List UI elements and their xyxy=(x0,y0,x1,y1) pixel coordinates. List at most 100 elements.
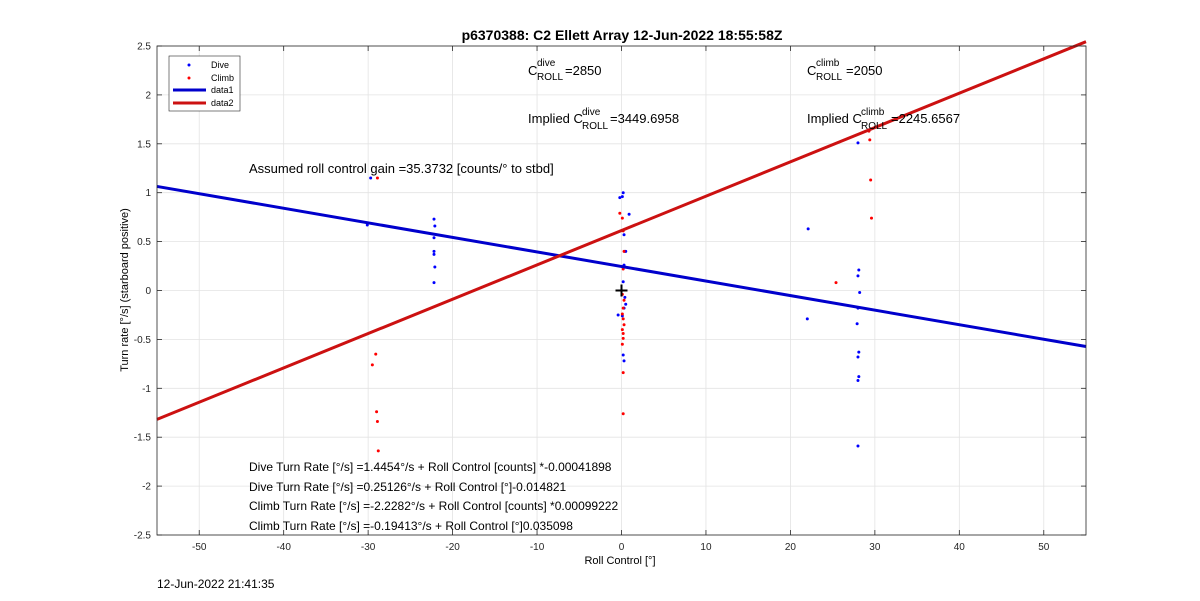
svg-text:dive: dive xyxy=(537,58,556,69)
x-tick-label: -50 xyxy=(192,542,207,553)
y-tick-label: 0.5 xyxy=(137,237,151,248)
x-tick-label: -40 xyxy=(276,542,291,553)
data-point-dive xyxy=(369,176,373,180)
data-point-climb xyxy=(376,449,380,453)
y-tick-label: -2 xyxy=(142,482,151,493)
svg-text:climb: climb xyxy=(816,58,840,69)
data-point-climb xyxy=(834,281,838,285)
data-point-dive xyxy=(622,359,626,363)
data-point-dive xyxy=(857,268,861,272)
annotation-c-climb: C climb ROLL =2050 xyxy=(807,58,883,83)
annotation-eq2: Dive Turn Rate [°/s] =0.25126°/s + Roll … xyxy=(249,480,567,494)
svg-text:C: C xyxy=(807,63,816,78)
data-point-climb xyxy=(869,178,873,182)
data-point-dive xyxy=(621,280,625,284)
y-tick-label: 1 xyxy=(145,188,151,199)
data-point-climb xyxy=(622,323,626,327)
x-tick-label: 40 xyxy=(954,542,966,553)
data-point-climb xyxy=(375,410,379,414)
plot-area: -50 -40 -30 -20 -10 0 10 20 30 40 50-2.5-2-1.5-1-0… xyxy=(134,40,1087,553)
legend-dive-label: Dive xyxy=(211,60,229,70)
data-point-climb xyxy=(868,138,872,142)
data-point-dive xyxy=(624,302,628,306)
series-data2 xyxy=(156,40,1087,421)
data-point-climb xyxy=(620,328,624,332)
data-point-climb xyxy=(621,317,625,321)
data-point-dive xyxy=(621,353,625,357)
data-point-dive xyxy=(616,313,620,317)
svg-text:ROLL: ROLL xyxy=(816,72,843,83)
data-point-climb xyxy=(622,249,626,253)
svg-text:=2850: =2850 xyxy=(565,63,602,78)
y-tick-label: 0 xyxy=(145,286,151,297)
svg-text:C: C xyxy=(528,63,537,78)
x-tick-label: -20 xyxy=(445,542,460,553)
data-point-dive xyxy=(621,191,625,195)
svg-text:=2245.6567: =2245.6567 xyxy=(891,111,960,126)
x-tick-label: 10 xyxy=(700,542,712,553)
data-point-dive xyxy=(855,322,859,326)
x-axis-label: Roll Control [°] xyxy=(584,555,655,567)
legend-climb-label: Climb xyxy=(211,73,234,83)
data-point-climb xyxy=(375,176,379,180)
y-tick-label: 1.5 xyxy=(137,139,151,150)
legend: Dive Climb data1 data2 xyxy=(168,55,241,112)
annotation-c-dive: C dive ROLL =2850 xyxy=(528,58,602,83)
data-point-climb xyxy=(618,211,622,215)
legend-data2-label: data2 xyxy=(211,98,234,108)
svg-text:ROLL: ROLL xyxy=(582,121,609,132)
footer-timestamp: 12-Jun-2022 21:41:35 xyxy=(157,577,275,591)
annotation-eq1: Dive Turn Rate [°/s] =1.4454°/s + Roll C… xyxy=(249,460,612,474)
svg-text:Implied C: Implied C xyxy=(807,111,862,126)
data-point-dive xyxy=(856,444,860,448)
y-tick-label: -1 xyxy=(142,384,151,395)
legend-climb-swatch xyxy=(187,76,191,80)
svg-text:=3449.6958: =3449.6958 xyxy=(610,111,679,126)
series-line-data2 xyxy=(156,40,1087,421)
data-point-dive xyxy=(432,236,436,240)
marker-layer xyxy=(615,284,628,297)
y-tick-label: -1.5 xyxy=(134,433,152,444)
svg-text:Implied C: Implied C xyxy=(528,111,583,126)
data-point-climb xyxy=(620,216,624,220)
legend-dive-swatch xyxy=(187,63,191,67)
x-tick-label: 50 xyxy=(1038,542,1050,553)
series-line-data1 xyxy=(156,184,1087,349)
data-point-climb xyxy=(370,363,374,367)
data-point-climb xyxy=(621,371,625,375)
data-point-climb xyxy=(375,420,379,424)
data-point-dive xyxy=(620,195,624,199)
data-point-dive xyxy=(432,281,436,285)
annotation-gain: Assumed roll control gain =35.3732 [coun… xyxy=(249,161,554,176)
svg-text:=2050: =2050 xyxy=(846,63,883,78)
data-point-dive xyxy=(623,295,627,299)
data-point-dive xyxy=(856,355,860,359)
y-tick-label: 2 xyxy=(145,90,151,101)
data-point-dive xyxy=(433,224,437,228)
annotation-eq4: Climb Turn Rate [°/s] =-0.19413°/s + Rol… xyxy=(249,519,573,533)
data-point-dive xyxy=(432,249,436,253)
data-point-climb xyxy=(620,312,624,316)
annotation-implied-climb: Implied C climb ROLL =2245.6567 xyxy=(807,107,960,132)
data-point-climb xyxy=(621,336,625,340)
data-point-climb xyxy=(620,342,624,346)
svg-text:ROLL: ROLL xyxy=(861,121,888,132)
data-point-dive xyxy=(432,252,436,256)
annotation-implied-dive: Implied C dive ROLL =3449.6958 xyxy=(528,107,679,132)
svg-text:dive: dive xyxy=(582,107,601,118)
data-point-dive xyxy=(433,265,437,269)
annotation-eq3: Climb Turn Rate [°/s] =-2.2282°/s + Roll… xyxy=(249,499,618,513)
x-tick-label: 30 xyxy=(869,542,881,553)
y-tick-label: -2.5 xyxy=(134,531,152,542)
y-tick-label: 2.5 xyxy=(137,42,151,53)
data-point-dive xyxy=(627,212,631,216)
chart-title: p6370388: C2 Ellett Array 12-Jun-2022 18… xyxy=(462,27,783,43)
x-tick-label: -10 xyxy=(530,542,545,553)
data-point-dive xyxy=(805,317,809,321)
data-point-dive xyxy=(806,227,810,231)
data-point-dive xyxy=(856,378,860,382)
data-point-dive xyxy=(622,233,626,237)
data-point-climb xyxy=(621,412,625,416)
series-layer xyxy=(156,40,1087,453)
